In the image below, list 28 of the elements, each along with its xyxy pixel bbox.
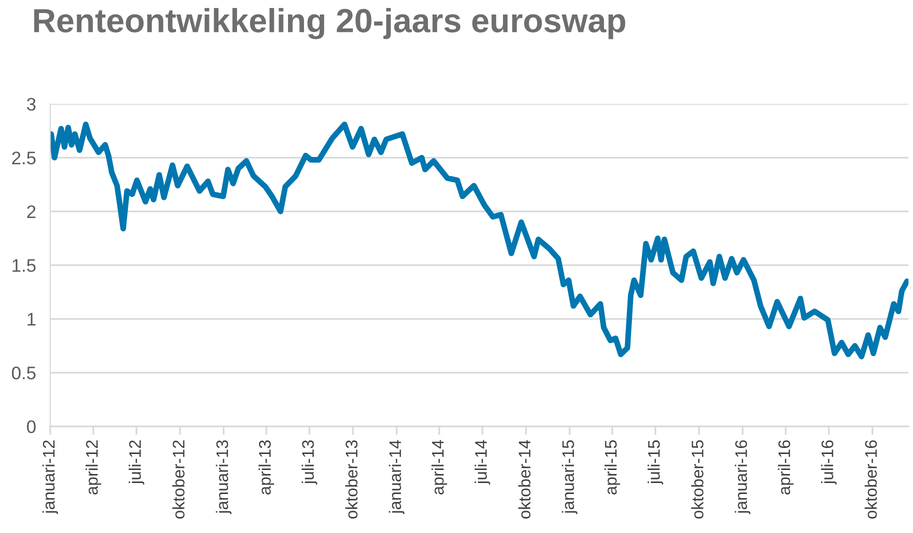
x-tick-label: oktober-14 — [518, 440, 530, 519]
x-tick-label: april-16 — [778, 440, 794, 494]
x-tick-label: juli-15 — [648, 440, 664, 484]
y-tick-label: 0 — [26, 420, 36, 434]
x-tick-label: april-14 — [432, 440, 448, 494]
x-tick-label: oktober-13 — [345, 440, 358, 519]
y-tick-label: 1.5 — [12, 259, 36, 272]
y-tick-label: 3 — [26, 98, 36, 111]
x-tick-label: juli-12 — [128, 440, 144, 484]
y-tick-label: 2.5 — [12, 152, 36, 164]
x-tick-label: april-12 — [86, 440, 102, 494]
x-tick-label: januari-12 — [42, 440, 58, 514]
y-tick-label: 1 — [28, 313, 36, 326]
x-tick-label: juli-13 — [302, 440, 318, 484]
x-tick-label: januari-15 — [562, 440, 578, 514]
x-tick-label: oktober-16 — [864, 440, 877, 519]
x-tick-label: oktober-15 — [691, 440, 704, 519]
y-tick-label: 0.5 — [12, 366, 36, 380]
y-tick-label: 2 — [27, 205, 36, 218]
x-tick-label: juli-16 — [821, 440, 837, 484]
x-tick-label: juli-14 — [474, 440, 490, 484]
chart-title: Renteontwikkeling 20-jaars euroswap — [34, 8, 626, 40]
x-tick-label: januari-13 — [216, 440, 232, 514]
x-tick-label: oktober-12 — [172, 440, 185, 519]
x-tick-label: januari-14 — [388, 440, 404, 514]
x-tick-label: april-13 — [258, 440, 274, 494]
x-tick-label: april-15 — [604, 440, 620, 494]
x-tick-label: januari-16 — [734, 440, 750, 514]
